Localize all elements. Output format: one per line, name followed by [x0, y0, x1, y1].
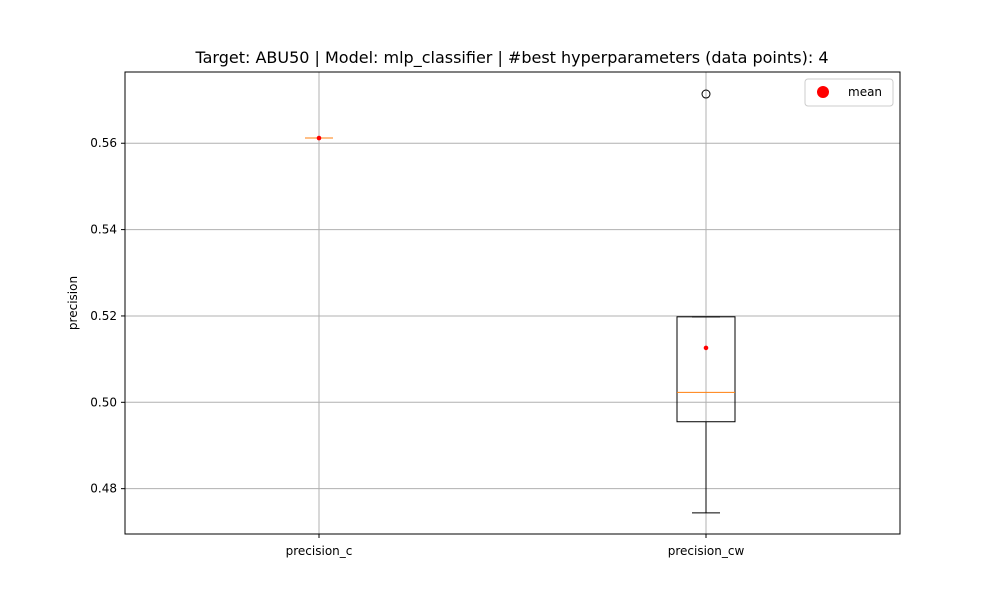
mean-point [316, 135, 322, 141]
iqr-box [676, 316, 736, 423]
legend-mean-marker [817, 86, 829, 98]
y-tick-label: 0.56 [90, 136, 117, 150]
plot-area-frame [124, 71, 901, 535]
x-tick-label: precision_c [286, 544, 353, 558]
mean-point [703, 345, 709, 351]
legend-frame [804, 78, 894, 107]
y-tick-label: 0.52 [90, 309, 117, 323]
grid-lines [125, 72, 900, 534]
box-plots [305, 89, 736, 514]
legend-label-mean: mean [848, 85, 882, 99]
y-tick-label: 0.50 [90, 395, 117, 409]
x-tick-label: precision_cw [668, 544, 745, 558]
chart-title: Target: ABU50 | Model: mlp_classifier | … [194, 48, 828, 68]
x-axis: precision_c precision_cw [286, 534, 745, 558]
outlier-point [701, 89, 711, 99]
legend: mean [804, 78, 894, 107]
y-axis: 0.48 0.50 0.52 0.54 0.56 [90, 136, 125, 496]
y-axis-label: precision [66, 276, 80, 330]
y-tick-label: 0.54 [90, 223, 117, 237]
y-tick-label: 0.48 [90, 482, 117, 496]
